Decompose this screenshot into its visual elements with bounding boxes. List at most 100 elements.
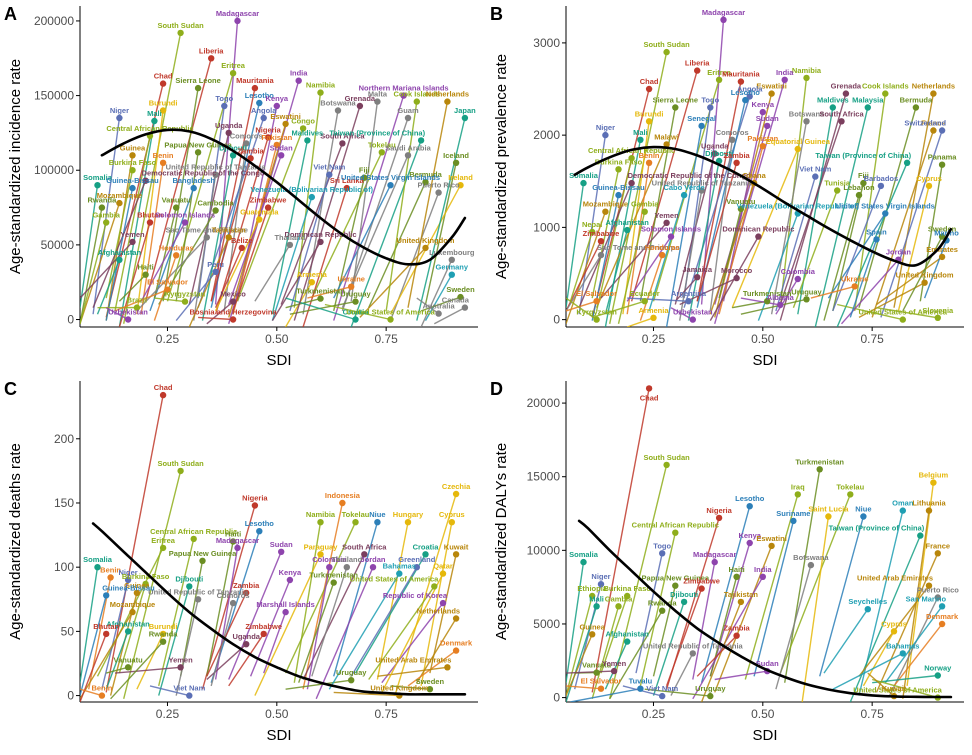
trajectory-line-netherlands [417,619,456,683]
label-central-african-republic: Central African Republic [106,124,193,133]
point-bermuda [913,104,919,110]
label-kyrgyzstan: Kyrgyzstan [165,290,206,299]
label-el-salvador: El Salvador [576,289,617,298]
point-spain [873,236,879,242]
label-kenya: Kenya [279,568,302,577]
label-belize: Belize [231,236,253,245]
label-south-sudan: South Sudan [157,459,204,468]
label-mali: Mali [147,109,162,118]
label-nigeria: Nigeria [242,494,268,503]
point-lebanon [856,192,862,198]
point-angola [261,115,267,121]
label-central-african-republic: Central African Republic [632,521,719,530]
label-marshall-islands: Marshall Islands [256,600,314,609]
label-ireland: Ireland [448,173,473,182]
label-thailand: Thailand [274,233,305,242]
point-belize [239,245,245,251]
label-taiwan-province-of-china: Taiwan (Province of China) [815,151,911,160]
label-madagascar: Madagascar [702,8,745,17]
point-sao-tome-and-principe [204,234,210,240]
label-netherlands: Netherlands [417,607,460,616]
label-comoros: Comoros [716,128,749,137]
point-armenia [650,315,656,321]
point-thailand [344,564,350,570]
point-cabo-verde [681,192,687,198]
label-united-states-of-america: United States of America [350,574,439,583]
point-guam [405,115,411,121]
point-netherlands [444,98,450,104]
point-turkmenistan [317,295,323,301]
y-tick-label: 150 [54,496,74,510]
point-croatia [352,316,358,322]
x-tick-label: 0.50 [751,332,775,346]
point-united-arab-emirates [444,664,450,670]
point-united-republic-of-tanzania [690,650,696,656]
point-yemen [129,239,135,245]
point-lesotho [747,503,753,509]
point-japan [462,115,468,121]
point-namibia [317,89,323,95]
point-cyprus [891,628,897,634]
point-burkina-faso [615,166,621,172]
point-sierra-leone [195,85,201,91]
label-guinea-bissau: Guinea-Bissau [592,183,645,192]
label-uganda: Uganda [215,121,243,130]
point-saudi-arabia [405,152,411,158]
point-emirates [939,254,945,260]
label-armenia: Armenia [638,306,669,315]
label-brazil: Brazil [127,296,147,305]
label-gambia: Gambia [92,211,120,220]
label-turkmenistan: Turkmenistan [795,457,844,466]
point-guinea-bissau [103,592,109,598]
label-bahamas: Bahamas [383,562,416,571]
label-united-states-virgin-islands: United States Virgin Islands [341,173,440,182]
label-venezuela-bolivarian-republic-of: Venezuela (Bolivarian Republic of) [251,185,374,194]
x-tick-label: 0.25 [156,707,180,721]
point-mozambique [602,209,608,215]
label-united-arab-emirates: United Arab Emirates [375,655,451,664]
label-zambia: Zambia [723,624,750,633]
x-axis-title: SDI [752,352,777,369]
label-kuwait: Kuwait [882,684,907,693]
label-liberia: Liberia [685,59,710,68]
point-eswatini [768,543,774,549]
label-cyprus: Cyprus [439,510,465,519]
point-eritrea [160,545,166,551]
point-uganda [243,641,249,647]
label-liberia: Liberia [199,46,224,55]
y-tick-label: 200 [54,432,74,446]
point-india [760,574,766,580]
label-puerto-rico: Puerto Rico [917,586,960,595]
point-papua-new-guinea [672,583,678,589]
point-guinea-bissau [615,192,621,198]
point-burkina-faso [129,167,135,173]
point-tajikistan [738,599,744,605]
label-namibia: Namibia [306,81,336,90]
label-mauritania: Mauritania [722,70,760,79]
label-honduras: Honduras [159,243,194,252]
point-gambia [642,209,648,215]
label-comoros: Comoros [217,591,250,600]
point-grenada [357,103,363,109]
point-belgium [930,479,936,485]
point-republic-of-korea [440,600,446,606]
label-madagascar: Madagascar [216,536,259,545]
point-saint-lucia [825,513,831,519]
label-slovenia: Slovenia [922,306,954,315]
point-cyprus [926,183,932,189]
label-uruguay: Uruguay [340,290,371,299]
label-united-states-virgin-islands: United States Virgin Islands [836,202,935,211]
label-germany: Germany [436,263,469,272]
label-south-sudan: South Sudan [643,453,690,462]
label-czechia: Czechia [442,482,471,491]
label-tokelau: Tokelau [342,510,370,519]
point-tokelau [379,149,385,155]
y-tick-label: 15000 [527,470,561,484]
point-nigeria [252,502,258,508]
label-niue: Niue [855,505,871,514]
x-axis-title: SDI [266,727,291,744]
label-zimbabwe: Zimbabwe [245,622,282,631]
point-united-states-of-america [900,316,906,322]
